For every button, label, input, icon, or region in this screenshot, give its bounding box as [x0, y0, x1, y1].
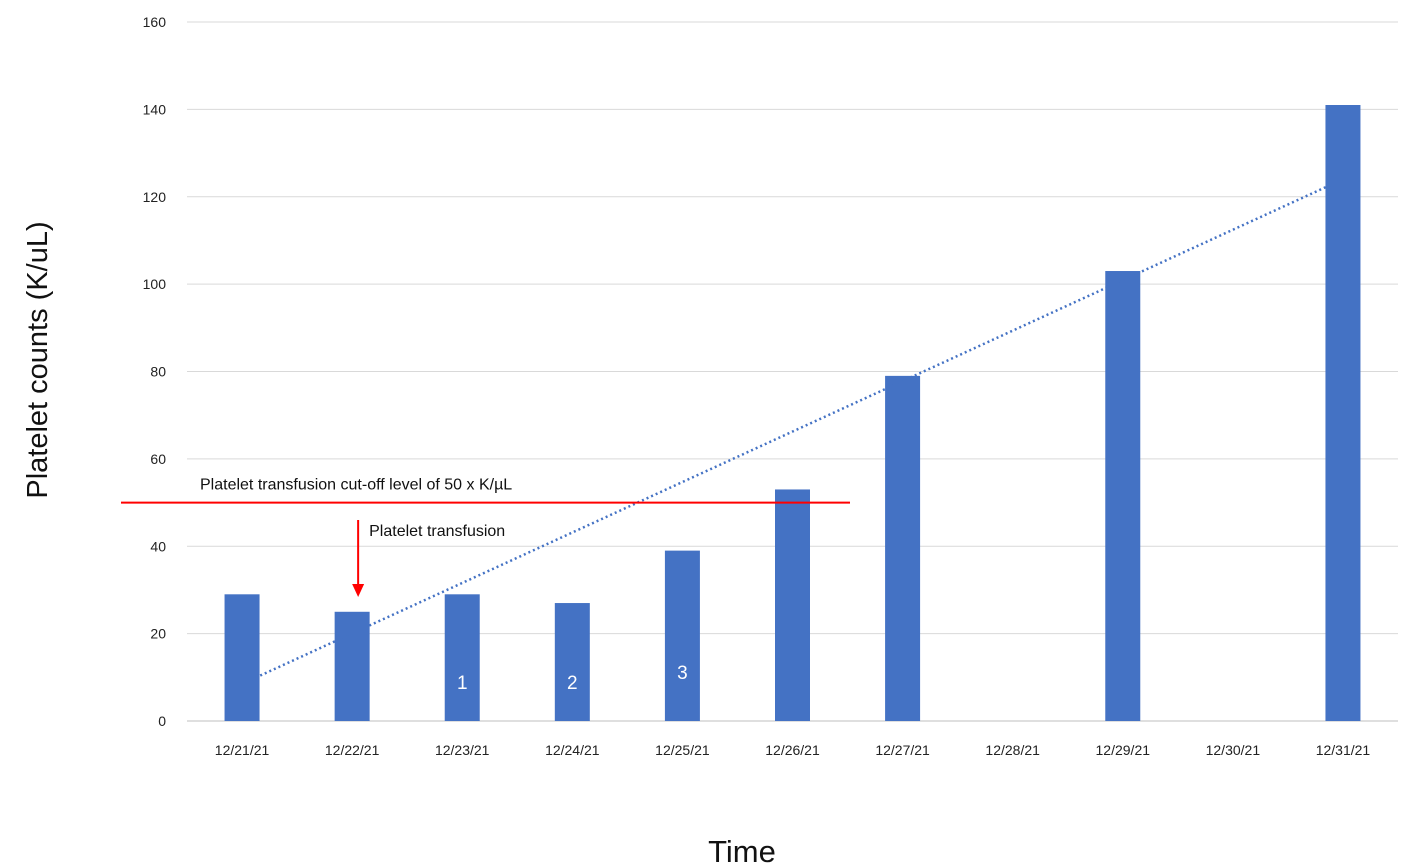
- x-tick-label: 12/25/21: [655, 742, 710, 758]
- transfusion-arrow-head: [352, 584, 365, 597]
- x-tick-label: 12/28/21: [985, 742, 1040, 758]
- x-tick-labels: 12/21/21 12/22/21 12/23/21 12/24/21 12/25/21…: [215, 742, 1371, 758]
- reference-line-layer: Platelet transfusion cut-off level of 50…: [121, 477, 850, 504]
- x-axis-title: Time: [708, 834, 776, 867]
- y-tick-label: 60: [150, 451, 166, 467]
- annotation-layer: Platelet transfusion: [352, 520, 505, 597]
- x-tick-label: 12/30/21: [1206, 742, 1261, 758]
- y-tick-label: 100: [143, 276, 167, 292]
- x-tick-label: 12/21/21: [215, 742, 270, 758]
- bar-number-label: 1: [457, 673, 468, 694]
- y-tick-label: 0: [158, 713, 166, 729]
- x-tick-label: 12/27/21: [875, 742, 930, 758]
- bars: [224, 105, 1361, 722]
- trendline-layer: [241, 178, 1344, 686]
- bar-number-label: 2: [567, 673, 578, 694]
- x-tick-label: 12/22/21: [325, 742, 380, 758]
- bar: [1105, 271, 1141, 721]
- y-axis-title: Platelet counts (K/uL): [22, 221, 54, 498]
- bar: [664, 550, 700, 721]
- bar-number-labels: 1 2 3: [457, 663, 688, 694]
- bar: [224, 594, 260, 721]
- y-tick-label: 40: [150, 538, 166, 554]
- x-tick-label: 12/26/21: [765, 742, 820, 758]
- y-tick-label: 120: [143, 189, 167, 205]
- bar: [554, 603, 590, 721]
- bar: [885, 375, 921, 721]
- bar: [1325, 105, 1361, 722]
- trendline: [241, 178, 1344, 686]
- bar: [334, 611, 370, 721]
- x-tick-label: 12/24/21: [545, 742, 600, 758]
- y-tick-label: 160: [143, 14, 167, 30]
- transfusion-label: Platelet transfusion: [369, 523, 505, 540]
- cutoff-reference-label: Platelet transfusion cut-off level of 50…: [200, 477, 512, 494]
- y-tick-label: 20: [150, 626, 166, 642]
- bar: [775, 489, 810, 721]
- y-tick-label: 80: [150, 364, 166, 380]
- x-tick-label: 12/31/21: [1316, 742, 1371, 758]
- x-tick-label: 12/29/21: [1096, 742, 1151, 758]
- bar: [444, 594, 480, 721]
- y-tick-labels: 0 20 40 60 80 100 120 140 160: [143, 14, 167, 729]
- gridlines: [187, 21, 1398, 722]
- y-tick-label: 140: [143, 101, 167, 117]
- x-tick-label: 12/23/21: [435, 742, 490, 758]
- bar-number-label: 3: [677, 663, 688, 684]
